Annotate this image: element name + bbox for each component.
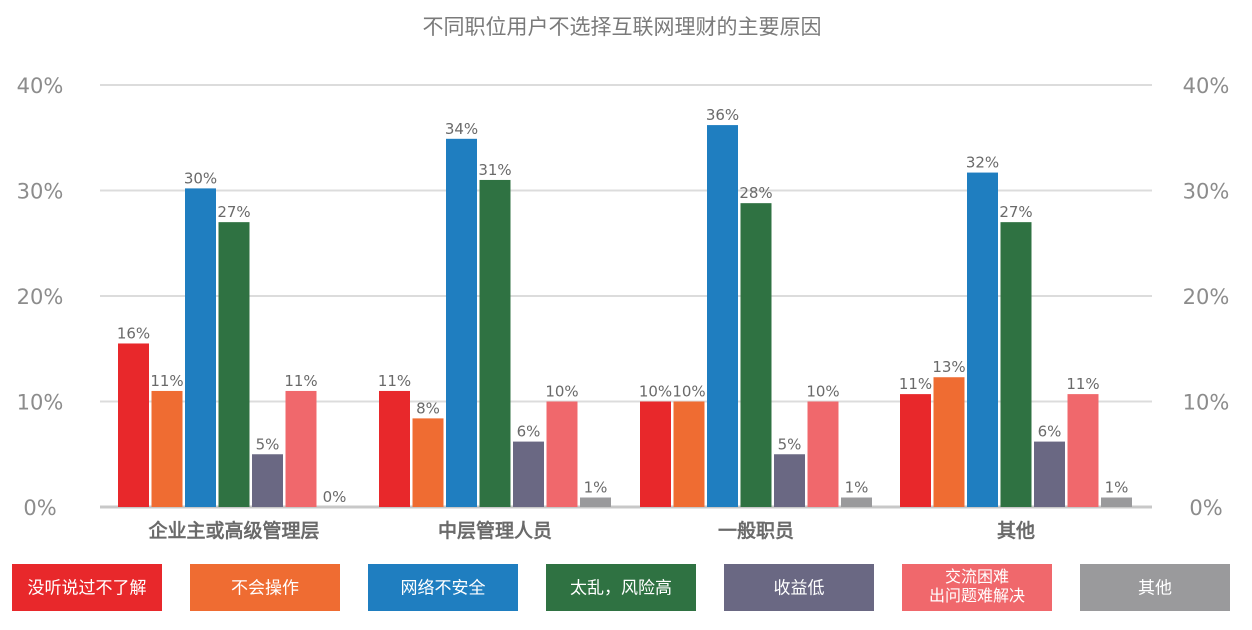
bar xyxy=(118,343,149,507)
legend-label: 没听说过不了解 xyxy=(28,579,147,599)
y-tick-label-right: 20% xyxy=(1183,285,1230,309)
bar xyxy=(218,222,250,507)
data-label: 1% xyxy=(1105,479,1129,497)
data-label: 6% xyxy=(1038,423,1062,441)
y-tick-label-right: 40% xyxy=(1183,74,1230,98)
y-tick-label-left: 0% xyxy=(23,496,56,520)
bar xyxy=(185,188,216,507)
x-category-label: 其他 xyxy=(997,519,1035,542)
data-label: 0% xyxy=(323,488,347,506)
bar xyxy=(151,390,183,507)
bar xyxy=(740,203,772,507)
data-label: 11% xyxy=(1066,375,1099,393)
data-label: 11% xyxy=(899,375,932,393)
data-label: 5% xyxy=(256,435,280,453)
bar xyxy=(807,401,839,507)
data-label: 10% xyxy=(639,383,672,401)
data-label: 13% xyxy=(932,358,965,376)
bar xyxy=(1067,394,1099,507)
y-tick-label-left: 10% xyxy=(17,391,64,415)
legend-swatch xyxy=(368,564,518,611)
data-label: 10% xyxy=(672,383,705,401)
y-tick-label-left: 20% xyxy=(17,285,64,309)
bar xyxy=(707,125,738,507)
data-label: 28% xyxy=(739,184,772,202)
bar xyxy=(513,441,544,507)
y-tick-label-left: 40% xyxy=(17,74,64,98)
legend-label: 太乱，风险高 xyxy=(570,579,672,599)
y-tick-label-right: 0% xyxy=(1189,496,1222,520)
bar xyxy=(640,401,671,507)
legend-swatch xyxy=(546,564,696,611)
legend-swatch xyxy=(190,564,340,611)
legend-swatch xyxy=(1080,564,1230,611)
x-category-label: 一般职员 xyxy=(718,519,794,542)
x-category-label: 企业主或高级管理层 xyxy=(147,519,319,542)
bar xyxy=(446,138,477,507)
data-label: 30% xyxy=(184,169,217,187)
legend-label: 收益低 xyxy=(774,579,825,599)
data-label: 11% xyxy=(284,372,317,390)
legend-label: 交流困难 xyxy=(945,567,1009,586)
data-label: 1% xyxy=(584,479,608,497)
data-label: 5% xyxy=(778,435,802,453)
legend-swatch xyxy=(902,564,1052,611)
data-label: 27% xyxy=(999,203,1032,221)
legend-label: 出问题难解决 xyxy=(929,586,1025,605)
bar xyxy=(479,179,511,507)
bar xyxy=(546,401,578,507)
y-tick-label-right: 10% xyxy=(1183,391,1230,415)
bar xyxy=(285,390,317,507)
data-label: 1% xyxy=(845,479,869,497)
bar xyxy=(1000,222,1032,507)
y-tick-label-left: 30% xyxy=(17,180,64,204)
data-label: 10% xyxy=(806,383,839,401)
bar xyxy=(673,401,705,507)
bar xyxy=(933,377,965,507)
chart-title: 不同职位用户不选择互联网理财的主要原因 xyxy=(423,15,822,39)
bar xyxy=(967,172,998,507)
bar xyxy=(774,454,805,507)
data-label: 34% xyxy=(445,120,478,138)
y-tick-label-right: 30% xyxy=(1183,180,1230,204)
data-label: 36% xyxy=(706,106,739,124)
x-category-label: 中层管理人员 xyxy=(438,519,552,542)
data-label: 32% xyxy=(966,154,999,172)
data-label: 8% xyxy=(416,399,440,417)
legend-label: 网络不安全 xyxy=(401,579,486,599)
data-label: 16% xyxy=(117,324,150,342)
legend-label: 不会操作 xyxy=(231,579,299,599)
legend-swatch xyxy=(724,564,874,611)
bar xyxy=(412,418,444,507)
bar xyxy=(252,454,283,507)
bar xyxy=(841,497,872,507)
bar xyxy=(1101,497,1132,507)
bar xyxy=(580,497,611,507)
bar xyxy=(1034,441,1065,507)
bar xyxy=(379,390,410,507)
data-label: 11% xyxy=(150,372,183,390)
legend-label: 其他 xyxy=(1138,579,1172,599)
bar xyxy=(900,394,931,507)
legend-swatch xyxy=(12,564,162,611)
data-label: 27% xyxy=(217,203,250,221)
data-label: 6% xyxy=(517,423,541,441)
data-label: 10% xyxy=(545,383,578,401)
data-label: 11% xyxy=(378,372,411,390)
data-label: 31% xyxy=(478,161,511,179)
